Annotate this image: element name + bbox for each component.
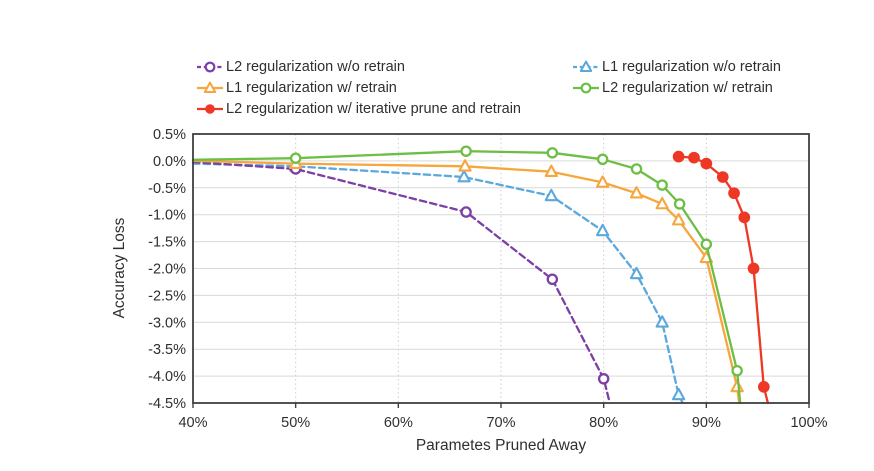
series-marker-4 — [728, 187, 740, 200]
series-marker-0 — [457, 169, 471, 183]
x-tick-label: 80% — [589, 415, 618, 431]
series-line-2 — [191, 159, 741, 405]
series-marker-0 — [544, 188, 558, 202]
y-tick-label: -4.5% — [148, 396, 186, 412]
series-marker-3 — [596, 153, 609, 166]
series-marker-1 — [597, 373, 610, 385]
y-tick-label: -2.0% — [148, 262, 186, 278]
legend-marker-circle-filled-icon — [197, 104, 223, 114]
x-axis-title: Parametes Pruned Away — [415, 437, 587, 454]
x-tick-label: 90% — [692, 415, 721, 431]
y-tick-label: -3.5% — [148, 342, 186, 358]
legend-marker-circle-open-icon — [197, 61, 223, 73]
legend-item-2: L1 regularization w/ retrain — [196, 79, 397, 97]
series-marker-3 — [289, 152, 302, 164]
series-marker-3 — [460, 145, 472, 157]
legend-marker-triangle-open-icon — [197, 81, 223, 93]
series-marker-3 — [673, 198, 686, 210]
series-marker-0 — [655, 315, 669, 328]
x-tick-label: 50% — [281, 415, 310, 431]
series-marker-3 — [630, 163, 643, 175]
series-marker-2 — [595, 175, 610, 188]
y-tick-label: -3.0% — [148, 315, 186, 331]
legend-marker-circle-open-icon — [573, 82, 599, 94]
series-marker-4 — [738, 211, 751, 224]
series-marker-4 — [688, 151, 700, 164]
legend-item-4: L2 regularization w/ iterative prune and… — [196, 100, 521, 118]
series-marker-4 — [747, 262, 760, 275]
legend-marker-triangle-open-icon — [573, 60, 599, 72]
series-marker-0 — [671, 387, 686, 401]
legend-item-1: L2 regularization w/o retrain — [196, 58, 405, 76]
x-tick-label: 60% — [384, 415, 413, 431]
series-marker-2 — [629, 186, 644, 199]
y-tick-label: -4.0% — [148, 369, 186, 385]
series-marker-0 — [629, 266, 644, 280]
series-marker-1 — [546, 273, 559, 286]
legend-label: L2 regularization w/o retrain — [226, 59, 405, 75]
y-tick-label: -1.5% — [148, 235, 186, 251]
series-marker-2 — [458, 159, 472, 172]
x-tick-label: 70% — [486, 415, 515, 431]
x-tick-label: 40% — [178, 415, 207, 431]
series-line-0 — [191, 162, 684, 405]
series-marker-2 — [655, 196, 669, 210]
series-marker-3 — [656, 179, 668, 191]
series-marker-0 — [595, 223, 610, 237]
legend-label: L1 regularization w/o retrain — [602, 59, 781, 75]
legend-item-0: L1 regularization w/o retrain — [572, 58, 781, 76]
series-line-4 — [677, 155, 770, 405]
legend-item-3: L2 regularization w/ retrain — [572, 79, 773, 97]
legend-label: L2 regularization w/ iterative prune and… — [226, 101, 521, 117]
x-tick-label: 100% — [790, 415, 827, 431]
legend-label: L1 regularization w/ retrain — [226, 80, 397, 96]
y-tick-label: -1.0% — [148, 208, 186, 224]
series-marker-4 — [716, 171, 729, 183]
y-tick-label: 0.5% — [153, 127, 186, 143]
series-marker-3 — [546, 147, 559, 159]
legend-label: L2 regularization w/ retrain — [602, 80, 773, 96]
y-axis-title: Accuracy Loss — [111, 217, 128, 319]
series-marker-4 — [672, 150, 685, 163]
y-tick-label: -2.5% — [148, 288, 186, 304]
y-tick-label: -0.5% — [148, 181, 186, 197]
series-marker-3 — [731, 364, 743, 377]
y-tick-label: 0.0% — [153, 154, 186, 170]
series-marker-1 — [460, 206, 472, 218]
series-marker-2 — [544, 164, 558, 178]
series-marker-2 — [671, 213, 686, 226]
series-marker-3 — [700, 238, 713, 251]
series-marker-4 — [757, 381, 770, 393]
series-marker-4 — [700, 157, 713, 170]
